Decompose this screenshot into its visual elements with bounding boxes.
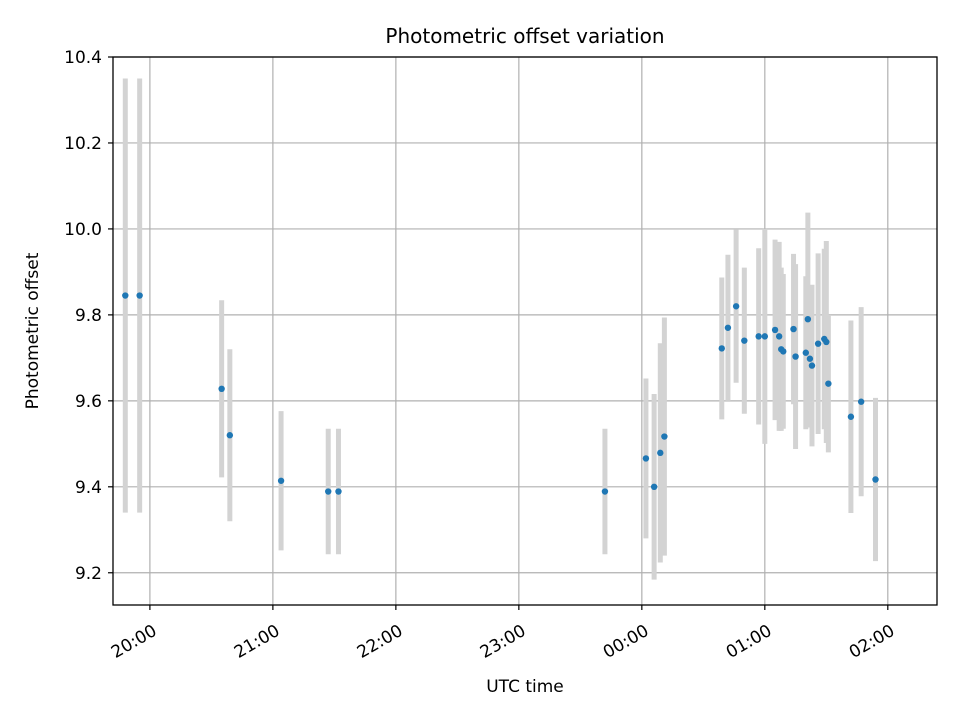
data-point xyxy=(847,413,855,420)
data-point xyxy=(802,349,810,356)
data-point xyxy=(277,477,285,484)
data-point xyxy=(642,455,650,462)
data-point xyxy=(325,488,332,495)
y-tick-label: 9.8 xyxy=(75,306,102,326)
data-point xyxy=(601,488,609,495)
data-point xyxy=(857,398,865,405)
data-point xyxy=(806,355,814,362)
data-point xyxy=(808,362,816,369)
data-point xyxy=(790,325,797,333)
data-point xyxy=(732,303,740,310)
data-point xyxy=(136,292,143,299)
data-point xyxy=(814,340,822,347)
data-point xyxy=(661,433,668,440)
data-point xyxy=(724,324,732,331)
data-point xyxy=(780,348,787,355)
data-point xyxy=(226,432,234,439)
y-tick-label: 10.4 xyxy=(64,48,102,68)
plot-frame xyxy=(112,56,938,606)
y-tick-label: 9.2 xyxy=(75,564,102,584)
y-tick-label: 9.4 xyxy=(75,478,102,498)
y-axis: 9.2 9.4 9.6 9.8 10.0 10.2 10.4 xyxy=(64,48,113,584)
y-tick-label: 9.6 xyxy=(75,392,102,412)
data-point xyxy=(825,380,832,387)
y-tick-label: 10.0 xyxy=(64,220,102,240)
data-point xyxy=(335,488,342,495)
data-point xyxy=(755,333,762,340)
data-point xyxy=(771,326,779,334)
data-point xyxy=(650,483,658,491)
data-point xyxy=(761,333,769,340)
data-point xyxy=(122,292,129,299)
data-point xyxy=(872,476,879,483)
chart-title: Photometric offset variation xyxy=(385,24,664,48)
data-point xyxy=(657,449,664,457)
data-point xyxy=(792,353,799,360)
y-tick-label: 10.2 xyxy=(64,134,102,154)
data-point xyxy=(218,385,225,393)
data-point xyxy=(741,337,748,344)
data-point xyxy=(804,315,812,323)
data-point xyxy=(718,345,725,352)
x-axis-label: UTC time xyxy=(486,677,564,697)
data-point xyxy=(823,338,830,346)
data-points xyxy=(122,292,879,495)
data-point xyxy=(775,333,783,340)
y-axis-label: Photometric offset xyxy=(23,252,43,409)
